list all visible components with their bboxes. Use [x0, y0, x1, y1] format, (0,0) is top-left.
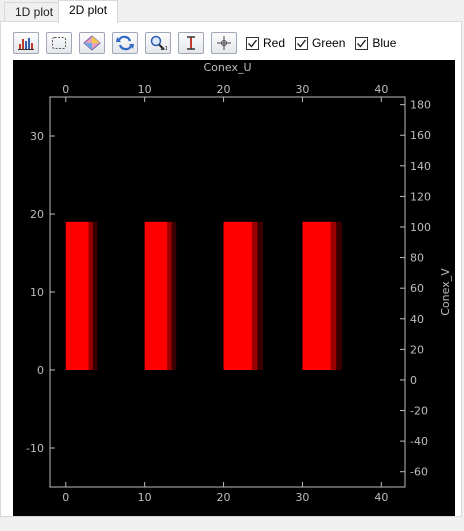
- heatmap-band-edge: [167, 221, 172, 370]
- colormap-icon: [83, 35, 101, 51]
- top-axis-tick-label: 0: [62, 83, 69, 96]
- right-axis-tick-label: 80: [410, 252, 424, 265]
- checkbox-label: Blue: [372, 36, 397, 50]
- heatmap-band: [65, 221, 89, 370]
- checkbox-box[interactable]: [355, 36, 369, 50]
- right-axis-tick-label: 60: [410, 282, 424, 295]
- right-axis-tick-label: -60: [410, 466, 428, 479]
- refresh-icon: [116, 35, 134, 51]
- right-axis-tick-label: -40: [410, 435, 428, 448]
- heatmap-band: [144, 221, 168, 370]
- checkmark-icon: [248, 39, 258, 48]
- checkmark-icon: [297, 39, 307, 48]
- blue-channel-checkbox[interactable]: Blue: [355, 36, 396, 50]
- left-axis-tick-label: 0: [37, 364, 44, 377]
- heatmap-band-edge: [257, 221, 263, 370]
- heatmap-band: [302, 221, 331, 370]
- histogram-button[interactable]: [13, 32, 39, 54]
- right-axis-label: Conex_V: [439, 268, 452, 316]
- heatmap-band-edge: [92, 221, 98, 370]
- crosshair-button[interactable]: [211, 32, 237, 54]
- checkbox-label: Red: [263, 36, 286, 50]
- heatmap-band-edge: [336, 221, 342, 370]
- bottom-axis-tick-label: 20: [217, 491, 231, 504]
- right-axis-tick-label: 160: [410, 129, 431, 142]
- top-axis-label: Conex_U: [203, 61, 251, 74]
- checkbox-box[interactable]: [246, 36, 259, 50]
- tab-bar: 1D plot 2D plot: [0, 0, 464, 23]
- bottom-axis-tick-label: 40: [374, 491, 388, 504]
- green-channel-checkbox[interactable]: Green: [295, 36, 345, 50]
- status-strip: [0, 517, 464, 531]
- right-axis-tick-label: -20: [410, 405, 428, 418]
- vertical-cursor-button[interactable]: [178, 32, 204, 54]
- select-region-button[interactable]: [46, 32, 72, 54]
- zoom-fit-button[interactable]: 1:1: [145, 32, 171, 54]
- left-axis-tick-label: 20: [30, 208, 44, 221]
- refresh-button[interactable]: [112, 32, 138, 54]
- right-axis-tick-label: 100: [410, 221, 431, 234]
- top-axis-tick-label: 10: [138, 83, 152, 96]
- bottom-axis-tick-label: 30: [295, 491, 309, 504]
- right-axis-tick-label: 20: [410, 343, 424, 356]
- top-axis-tick-label: 20: [217, 83, 231, 96]
- top-axis-tick-label: 40: [374, 83, 388, 96]
- svg-text:1:1: 1:1: [160, 46, 167, 51]
- crosshair-icon: [217, 36, 231, 50]
- right-axis-tick-label: 140: [410, 160, 431, 173]
- tab-2d-plot[interactable]: 2D plot: [58, 0, 119, 23]
- right-axis-tick-label: 40: [410, 313, 424, 326]
- right-axis-tick-label: 120: [410, 190, 431, 203]
- select-region-icon: [52, 37, 66, 49]
- histogram-icon: [18, 38, 34, 50]
- heatmap-band-edge: [330, 221, 337, 370]
- tab-1d-plot[interactable]: 1D plot: [4, 2, 65, 22]
- colormap-button[interactable]: [79, 32, 105, 54]
- bottom-axis-tick-label: 10: [138, 491, 152, 504]
- heatmap-band-edge: [251, 221, 258, 370]
- heatmap-plot[interactable]: 0 10 20 30 40 Conex_U 0 10 20 30 40 30 20 10 0 -10 180 16…: [13, 60, 455, 516]
- left-axis-tick-label: 10: [30, 286, 44, 299]
- heatmap-band-edge: [88, 221, 93, 370]
- tab-label: 2D plot: [69, 3, 108, 17]
- bottom-axis-tick-label: 0: [62, 491, 69, 504]
- right-axis-tick-label: 0: [410, 374, 417, 387]
- vertical-cursor-icon: [187, 36, 195, 50]
- heatmap-band: [223, 221, 252, 370]
- checkmark-icon: [357, 39, 367, 48]
- red-channel-checkbox[interactable]: Red: [246, 36, 285, 50]
- checkbox-box[interactable]: [295, 36, 309, 50]
- top-axis-tick-label: 30: [295, 83, 309, 96]
- right-axis-tick-label: 180: [410, 99, 431, 112]
- checkbox-label: Green: [312, 36, 346, 50]
- plot-toolbar: 1:1 Red Green Blue: [13, 31, 404, 55]
- left-axis-tick-label: 30: [30, 130, 44, 143]
- zoom-fit-icon: 1:1: [150, 35, 167, 51]
- heatmap-band-edge: [171, 221, 177, 370]
- left-axis-tick-label: -10: [26, 442, 44, 455]
- tab-label: 1D plot: [15, 5, 54, 19]
